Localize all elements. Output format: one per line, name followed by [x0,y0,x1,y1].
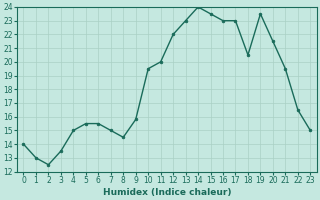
X-axis label: Humidex (Indice chaleur): Humidex (Indice chaleur) [103,188,231,197]
